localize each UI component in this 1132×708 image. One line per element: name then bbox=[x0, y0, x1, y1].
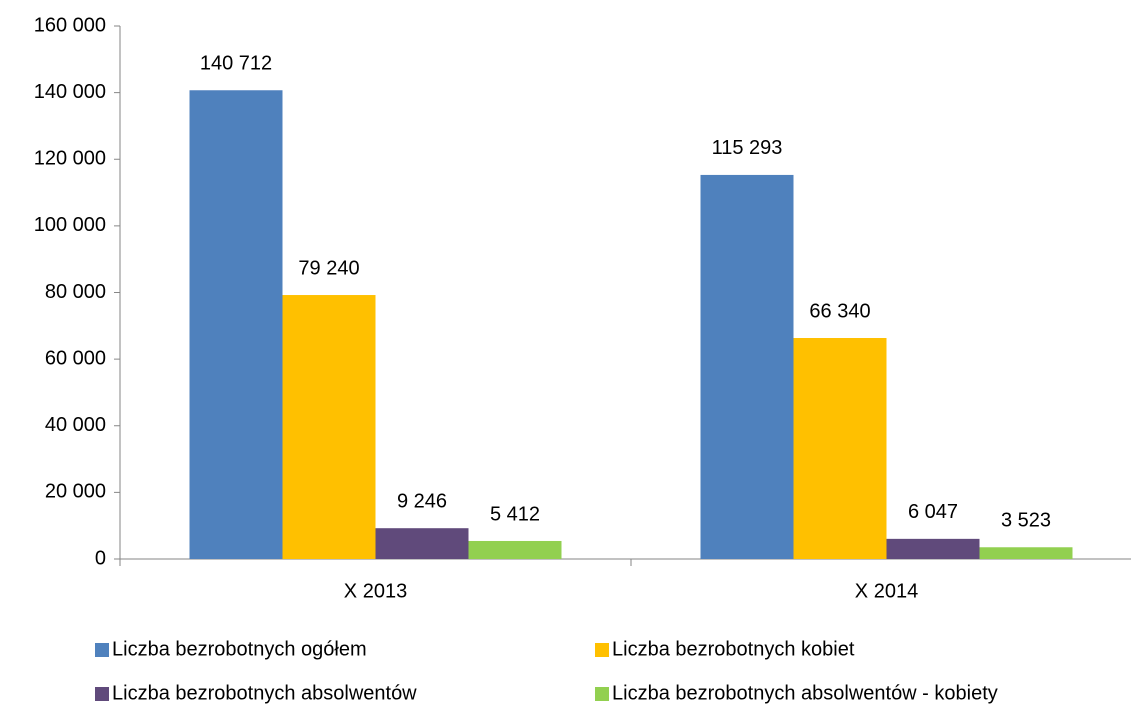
x-tick-label: X 2013 bbox=[344, 580, 407, 602]
legend-label: Liczba bezrobotnych ogółem bbox=[112, 638, 367, 660]
bar bbox=[375, 528, 469, 559]
bar bbox=[189, 90, 283, 560]
y-tick-label: 0 bbox=[95, 547, 106, 569]
legend-label: Liczba bezrobotnych kobiet bbox=[612, 638, 855, 660]
bar bbox=[700, 174, 794, 560]
bar bbox=[979, 547, 1073, 559]
value-label: 3 523 bbox=[1001, 510, 1051, 532]
y-tick-label: 40 000 bbox=[45, 414, 106, 436]
value-label: 66 340 bbox=[809, 300, 870, 322]
value-label: 79 240 bbox=[298, 257, 359, 279]
value-label: 5 412 bbox=[490, 503, 540, 525]
legend-swatch bbox=[95, 687, 109, 701]
value-label: 9 246 bbox=[397, 490, 447, 512]
legend-label: Liczba bezrobotnych absolwentów - kobiet… bbox=[612, 682, 998, 704]
y-tick-label: 140 000 bbox=[34, 81, 106, 103]
bar bbox=[468, 540, 562, 559]
legend-label: Liczba bezrobotnych absolwentów bbox=[112, 682, 417, 704]
legend-swatch bbox=[595, 643, 609, 657]
legend-swatch bbox=[95, 643, 109, 657]
value-label: 115 293 bbox=[712, 137, 783, 159]
bar bbox=[282, 295, 376, 559]
bar bbox=[793, 338, 887, 559]
value-label: 6 047 bbox=[908, 501, 958, 523]
legend-swatch bbox=[595, 687, 609, 701]
y-tick-label: 100 000 bbox=[34, 214, 106, 236]
y-tick-label: 80 000 bbox=[45, 281, 106, 303]
y-tick-label: 20 000 bbox=[45, 481, 106, 503]
y-tick-label: 60 000 bbox=[45, 347, 106, 369]
y-tick-label: 160 000 bbox=[34, 14, 106, 36]
y-tick-label: 120 000 bbox=[34, 148, 106, 170]
x-tick-label: X 2014 bbox=[855, 580, 918, 602]
value-label: 140 712 bbox=[200, 53, 272, 75]
bar bbox=[886, 538, 980, 559]
